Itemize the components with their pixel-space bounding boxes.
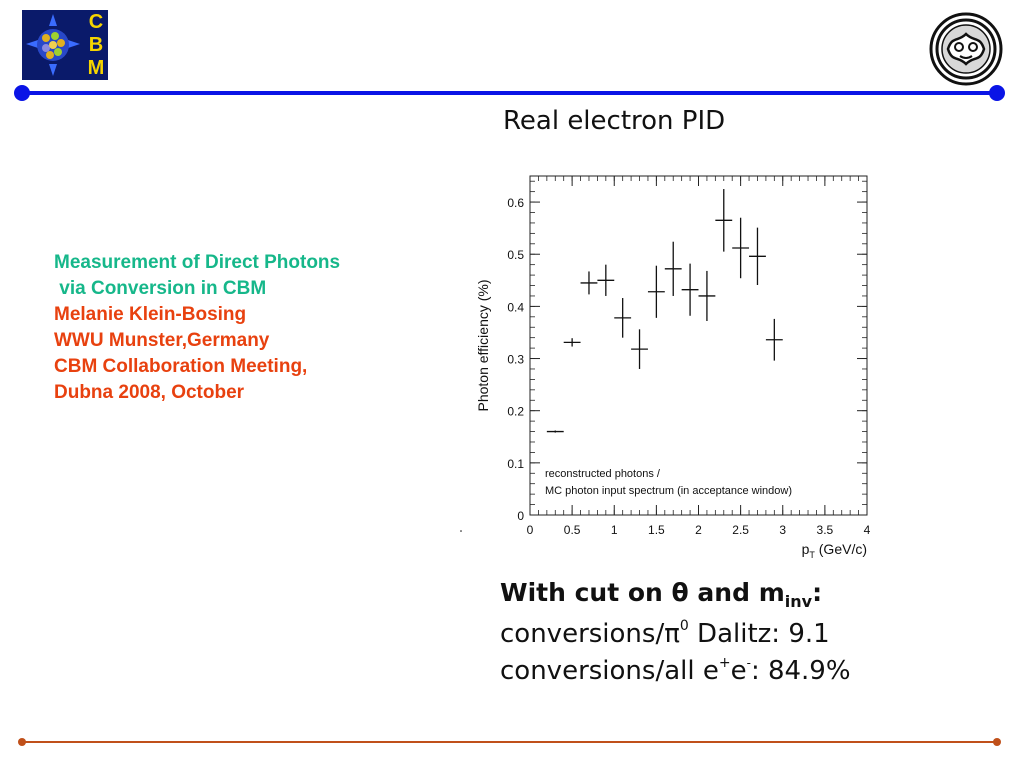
plot-title: Real electron PID <box>503 106 726 136</box>
all-ee-ratio: conversions/all e+e-: 84.9% <box>500 655 851 692</box>
data-point <box>546 430 564 433</box>
x-tick-label: 2 <box>695 523 702 537</box>
y-tick-label: 0.6 <box>507 196 524 210</box>
x-tick-label: 2.5 <box>732 523 749 537</box>
efficiency-chart: 0 0.1 0.2 0.3 0.4 0.5 0.6 0 0.5 1 1.5 2 2.5 3 3.5 4 Phot… <box>460 175 871 560</box>
data-point <box>715 189 733 252</box>
x-tick-label: 0 <box>527 523 534 537</box>
x-tick-label: 1 <box>611 523 618 537</box>
x-axis-label: pT (GeV/c) <box>802 541 867 560</box>
dalitz-ratio-value: Dalitz: 9.1 <box>688 619 830 649</box>
plot-frame <box>529 175 868 516</box>
institute-emblem-icon <box>928 12 1004 86</box>
chart-annotation: reconstructed photons / <box>545 468 661 480</box>
cut-heading: With cut on θ and minv: <box>500 578 851 618</box>
cut-summary: With cut on θ and minv: conversions/π0 D… <box>500 578 851 692</box>
bottom-divider <box>18 738 1001 746</box>
top-divider <box>14 85 1005 101</box>
all-ee-value: : 84.9% <box>750 656 851 686</box>
x-tick-label: 0.5 <box>564 523 581 537</box>
author-name: Melanie Klein-Bosing <box>54 304 247 325</box>
logo-letter: M <box>87 57 105 80</box>
electron-symbol: e <box>730 656 747 686</box>
data-point <box>732 217 750 279</box>
data-point <box>597 264 615 296</box>
y-tick-label: 0.5 <box>507 248 524 262</box>
data-point <box>664 241 682 296</box>
y-tick-label: 0.2 <box>507 405 524 419</box>
talk-title-line: via Conversion in CBM <box>54 278 267 299</box>
x-tick-label: 3.5 <box>817 523 834 537</box>
electron-sign: - <box>746 656 751 670</box>
talk-title-line: Measurement of Direct Photons <box>54 252 341 273</box>
author-affiliation: WWU Munster,Germany <box>54 330 270 351</box>
all-ee-text: conversions/all e <box>500 656 719 686</box>
cbm-letters: C B M <box>84 10 108 80</box>
meeting-date: Dubna 2008, October <box>54 382 245 403</box>
dalitz-ratio: conversions/π0 Dalitz: 9.1 <box>500 618 851 655</box>
chart-annotation: MC photon input spectrum (in acceptance … <box>545 485 792 497</box>
x-tick-label: 1.5 <box>648 523 665 537</box>
y-tick-label: 0 <box>517 509 524 523</box>
data-point <box>614 298 632 338</box>
cut-heading-subscript: inv <box>784 592 813 611</box>
y-axis-label: Photon efficiency (%) <box>475 279 491 411</box>
meeting-name: CBM Collaboration Meeting, <box>54 356 308 377</box>
dalitz-ratio-superscript: 0 <box>679 618 689 634</box>
data-point <box>631 329 648 369</box>
logo-letter: C <box>88 10 104 33</box>
dalitz-ratio-text: conversions/π <box>500 619 680 649</box>
data-point <box>647 265 665 318</box>
cbm-detector-icon <box>22 10 84 80</box>
cut-heading-text: With cut on θ and m <box>500 578 785 607</box>
stray-dot <box>460 530 462 532</box>
y-tick-label: 0.3 <box>507 353 524 367</box>
cbm-logo: C B M <box>22 10 108 80</box>
x-tick-label: 3 <box>779 523 786 537</box>
positron-sign: + <box>718 655 731 671</box>
cut-heading-colon: : <box>812 578 823 607</box>
logo-letter: B <box>88 33 104 56</box>
data-point <box>765 318 783 361</box>
data-point <box>681 263 699 316</box>
x-tick-label: 4 <box>864 523 871 537</box>
data-point <box>749 227 766 286</box>
data-point <box>580 271 598 295</box>
data-point <box>698 270 716 321</box>
talk-info: Measurement of Direct Photons via Conver… <box>54 250 434 406</box>
y-tick-label: 0.4 <box>507 300 524 314</box>
y-tick-label: 0.1 <box>507 457 524 471</box>
data-point <box>563 338 581 347</box>
